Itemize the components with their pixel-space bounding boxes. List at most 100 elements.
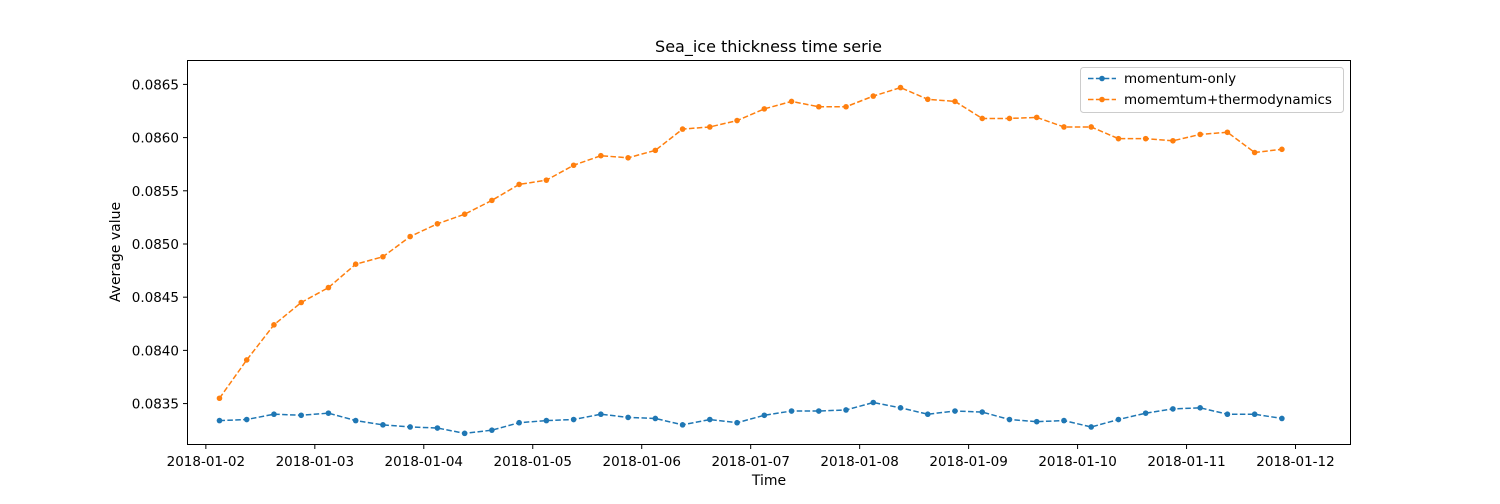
y-tick-label: 0.0855 (132, 184, 179, 200)
y-tick-label: 0.0850 (132, 237, 179, 253)
data-point-thermodynamics (298, 299, 305, 306)
data-point-momentum-only (788, 408, 795, 414)
y-axis: 0.0835 0.0840 0.0845 0.0850 0.0855 0.0860 0.08… (132, 77, 188, 413)
data-point-momentum-only (243, 416, 250, 423)
plot-area (216, 84, 1285, 437)
data-point-momentum-only (897, 405, 904, 411)
x-tick-label: 2018-01-11 (1147, 454, 1225, 470)
series-line-momentum-only (219, 401, 1283, 435)
x-tick-label: 2018-01-07 (711, 454, 789, 470)
x-tick-label: 2018-01-12 (1256, 454, 1334, 470)
data-point-momentum-only (1061, 417, 1067, 424)
data-point-momentum-only (489, 427, 495, 433)
data-point-thermodynamics (1033, 114, 1040, 121)
data-point-thermodynamics (788, 98, 795, 105)
data-point-thermodynamics (870, 93, 877, 99)
data-point-thermodynamics (1142, 135, 1149, 142)
data-point-momentum-only (434, 425, 441, 431)
legend-marker-thermodynamics (1099, 96, 1105, 103)
data-point-momentum-only (298, 412, 305, 419)
data-point-thermodynamics (761, 106, 768, 112)
data-point-momentum-only (407, 424, 413, 430)
y-tick-label: 0.0865 (132, 77, 179, 93)
data-point-thermodynamics (1006, 115, 1013, 122)
data-point-thermodynamics (598, 152, 604, 159)
data-point-thermodynamics (1170, 137, 1176, 144)
x-tick-label: 2018-01-09 (929, 454, 1007, 470)
data-point-thermodynamics (380, 253, 386, 260)
x-tick-label: 2018-01-10 (1038, 454, 1116, 470)
plot-frame (187, 60, 1351, 445)
y-tick-label: 0.0845 (132, 290, 179, 306)
data-point-momentum-only (216, 417, 223, 424)
data-point-thermodynamics (570, 162, 577, 169)
data-point-thermodynamics (1115, 135, 1122, 142)
y-axis-label: Average value (108, 202, 124, 302)
data-point-thermodynamics (815, 103, 822, 110)
x-tick-label: 2018-01-05 (494, 454, 572, 470)
data-point-thermodynamics (325, 284, 332, 291)
data-point-momentum-only (461, 430, 468, 437)
data-point-thermodynamics (489, 197, 495, 204)
data-point-momentum-only (679, 422, 686, 428)
data-point-momentum-only (380, 422, 386, 428)
data-point-momentum-only (707, 416, 713, 423)
data-point-thermodynamics (1061, 124, 1067, 130)
legend: momentum-only momemtum+thermodynamics (1080, 67, 1344, 113)
data-point-momentum-only (1197, 405, 1203, 411)
x-axis: 2018-01-02 2018-01-03 2018-01-04 2018-01-05… (167, 444, 1335, 470)
data-point-momentum-only (543, 417, 550, 424)
data-point-momentum-only (352, 417, 359, 424)
data-point-thermodynamics (924, 96, 931, 103)
x-tick-label: 2018-01-02 (167, 454, 245, 470)
data-point-thermodynamics (843, 103, 849, 110)
data-point-thermodynamics (543, 177, 550, 183)
x-tick-label: 2018-01-06 (602, 454, 680, 470)
data-point-thermodynamics (1251, 149, 1258, 156)
y-tick-label: 0.0840 (132, 343, 179, 359)
x-tick-label: 2018-01-04 (385, 454, 463, 470)
data-point-momentum-only (271, 411, 277, 418)
data-point-thermodynamics (461, 211, 468, 217)
data-point-momentum-only (1170, 406, 1176, 412)
data-point-momentum-only (1006, 416, 1013, 423)
series-thermodynamics (216, 84, 1285, 402)
data-point-thermodynamics (625, 155, 631, 161)
legend-box (1080, 67, 1344, 113)
data-point-thermodynamics (707, 124, 713, 130)
data-point-momentum-only (843, 407, 849, 413)
data-point-thermodynamics (952, 98, 958, 105)
legend-label-thermodynamics: momemtum+thermodynamics (1124, 92, 1332, 108)
legend-entry-momentum-only: momentum-only (1088, 71, 1236, 87)
legend-label-momentum-only: momentum-only (1124, 71, 1236, 87)
data-point-momentum-only (1251, 411, 1258, 418)
data-point-thermodynamics (1088, 124, 1095, 130)
data-point-momentum-only (924, 411, 931, 418)
data-point-momentum-only (652, 415, 659, 422)
data-point-thermodynamics (979, 115, 986, 122)
data-point-momentum-only (598, 411, 604, 418)
data-point-thermodynamics (1224, 129, 1231, 136)
data-point-thermodynamics (1279, 146, 1285, 153)
data-point-momentum-only (1279, 415, 1285, 422)
data-point-momentum-only (325, 410, 332, 416)
x-tick-label: 2018-01-08 (820, 454, 898, 470)
data-point-thermodynamics (652, 147, 659, 154)
data-point-momentum-only (625, 414, 631, 421)
legend-entry-thermodynamics: momemtum+thermodynamics (1088, 92, 1332, 108)
data-point-momentum-only (979, 409, 986, 415)
data-point-thermodynamics (679, 126, 686, 132)
data-point-momentum-only (734, 419, 740, 426)
data-point-momentum-only (570, 416, 577, 423)
y-tick-label: 0.0835 (132, 397, 179, 413)
chart-title: Sea_ice thickness time serie (655, 37, 882, 57)
data-point-thermodynamics (243, 357, 250, 363)
data-point-thermodynamics (352, 261, 359, 268)
legend-marker-momentum-only (1099, 75, 1105, 82)
data-point-momentum-only (815, 408, 822, 414)
data-point-momentum-only (761, 412, 768, 419)
series-layer (216, 84, 1285, 437)
data-point-momentum-only (1224, 411, 1231, 418)
